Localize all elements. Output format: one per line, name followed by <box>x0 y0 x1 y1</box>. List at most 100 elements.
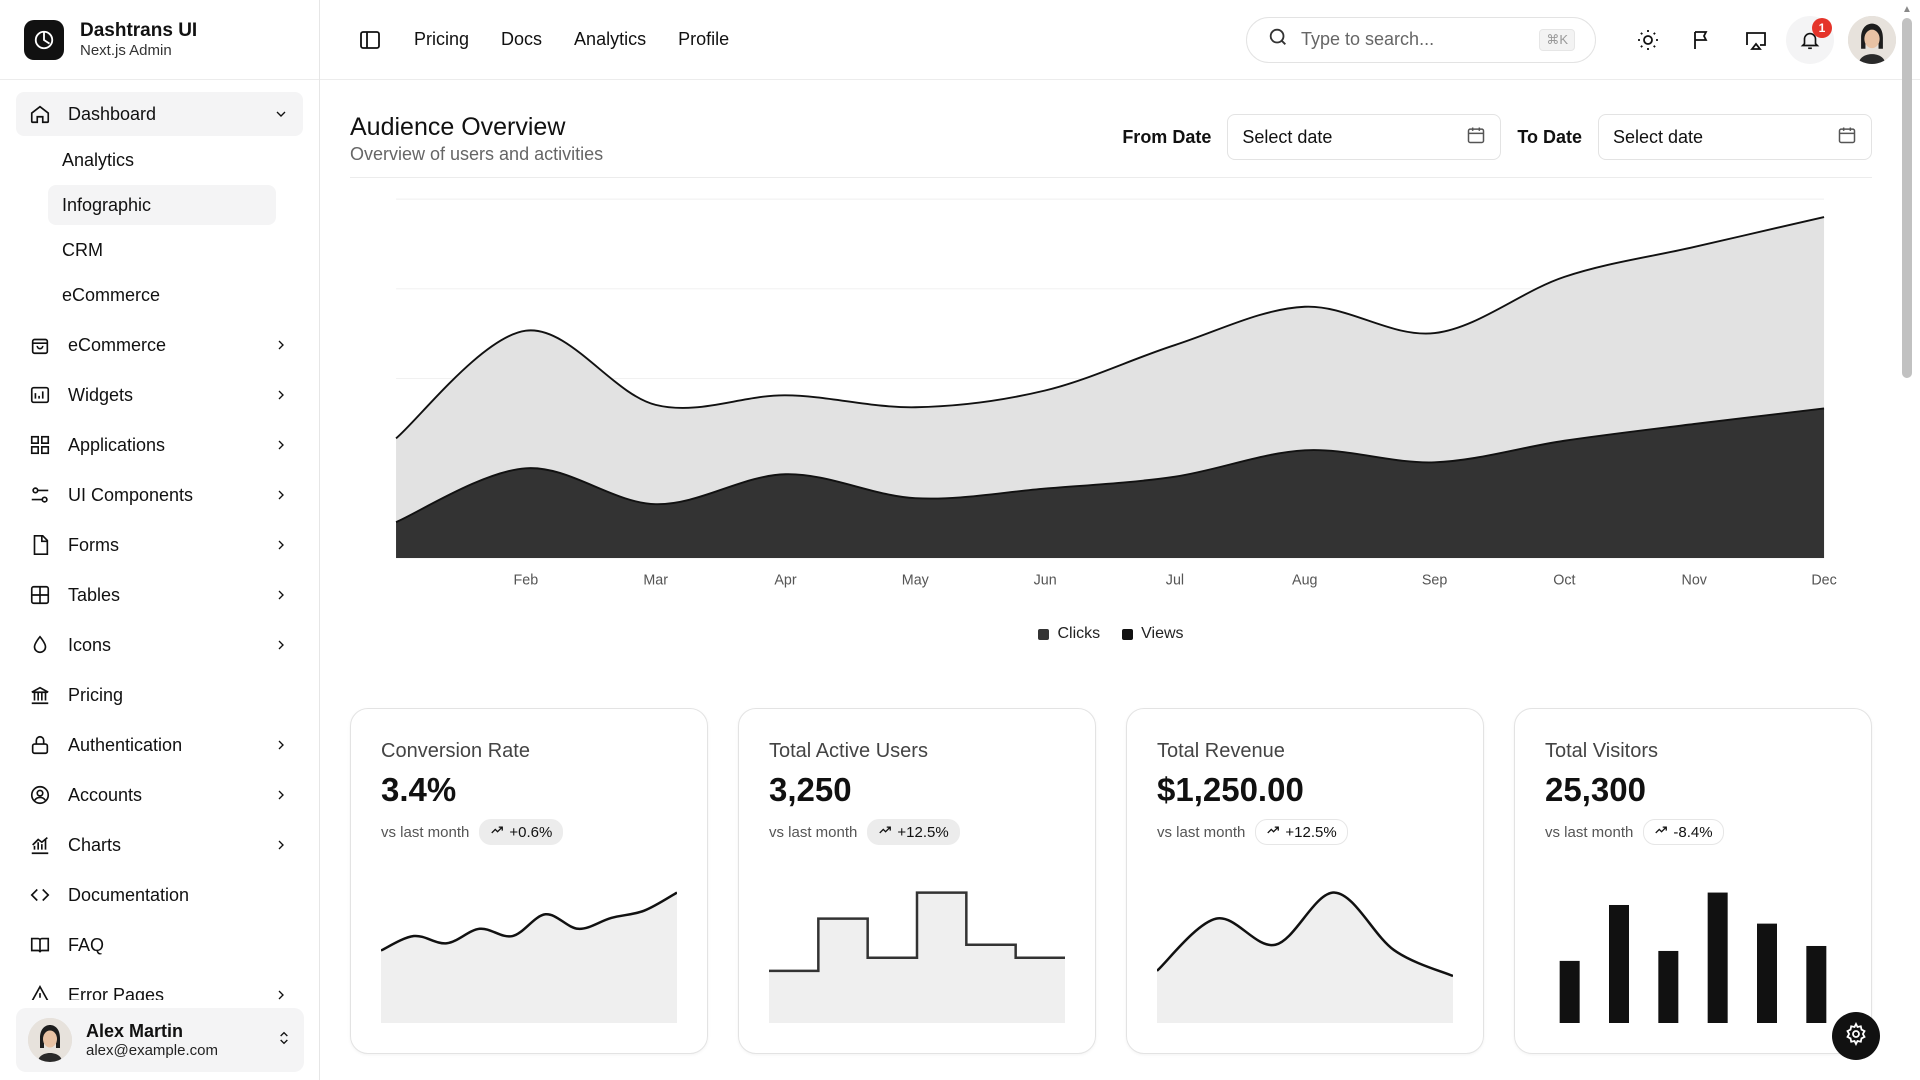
file-icon <box>28 533 52 557</box>
sidebar-item-charts[interactable]: Charts <box>16 823 303 867</box>
chevron-up-down-icon <box>276 1030 292 1051</box>
x-tick-label: May <box>902 573 930 589</box>
sidebar-item-icons[interactable]: Icons <box>16 623 303 667</box>
bar[interactable] <box>1609 904 1629 1023</box>
overview-header: Audience Overview Overview of users and … <box>350 80 1872 178</box>
legend-label: Clicks <box>1057 625 1101 642</box>
sidebar-subitem-analytics[interactable]: Analytics <box>62 149 135 170</box>
legend-item-clicks[interactable]: Clicks <box>1038 625 1100 643</box>
sidebar-item-documentation[interactable]: Documentation <box>16 873 303 917</box>
sidebar-item-label: Dashboard <box>68 103 157 124</box>
card-value: $1,250.00 <box>1157 771 1304 808</box>
sidebar-item-ui-components[interactable]: UI Components <box>16 473 303 517</box>
x-tick-label: Jul <box>1166 573 1184 589</box>
sidebar-item-error-pages[interactable]: Error Pages <box>16 973 303 1000</box>
bar[interactable] <box>1559 960 1580 1023</box>
stat-cards: Conversion Rate 3.4% vs last month +0.6% Tot… <box>350 708 1872 1054</box>
chevron-right-icon <box>271 835 291 855</box>
area-series-views[interactable] <box>396 408 1825 558</box>
compare-label: vs last month <box>1545 823 1634 841</box>
nav-link-pricing[interactable]: Pricing <box>414 29 470 49</box>
sidebar-item-label: Tables <box>68 584 121 605</box>
delta-badge: +12.5% <box>867 819 960 845</box>
nav-link-analytics[interactable]: Analytics <box>574 29 647 49</box>
line-series-views <box>395 407 1825 523</box>
card-value: 3,250 <box>769 771 852 808</box>
droplet-icon <box>28 633 52 657</box>
sidebar-subitem-infographic[interactable]: Infographic <box>48 185 276 225</box>
step-line <box>769 891 1065 973</box>
sidebar-subitem-ecommerce[interactable]: eCommerce <box>62 284 161 305</box>
sidebar-item-label: Widgets <box>68 384 134 405</box>
user-menu[interactable]: Alex Martin alex@example.com <box>16 1008 304 1072</box>
sidebar-item-authentication[interactable]: Authentication <box>16 723 303 767</box>
x-tick-label: Feb <box>514 573 539 589</box>
stat-card[interactable]: Total Revenue $1,250.00 vs last month +12.5… <box>1126 708 1484 1054</box>
sidebar-toggle-icon[interactable] <box>356 26 384 54</box>
sidebar-item-faq[interactable]: FAQ <box>16 923 303 967</box>
compare-label: vs last month <box>381 823 470 841</box>
sidebar-item-widgets[interactable]: Widgets <box>16 373 303 417</box>
from-date-label: From Date <box>1122 126 1212 147</box>
audience-area-chart: Feb Mar Apr May Jun Jul Aug Sep Oct Nov Dec <box>395 198 1837 589</box>
flag-icon[interactable] <box>1678 16 1726 64</box>
nav-link-profile[interactable]: Profile <box>678 29 730 49</box>
grid-icon <box>28 433 52 457</box>
bell-icon[interactable]: 1 <box>1786 15 1834 64</box>
sidebar-item-label: FAQ <box>68 934 105 955</box>
sidebar-item-tables[interactable]: Tables <box>16 573 303 617</box>
cast-icon[interactable] <box>1732 16 1780 64</box>
delta-value: +0.6% <box>509 823 553 841</box>
chevron-right-icon <box>271 735 291 755</box>
settings-fab[interactable] <box>1832 1012 1880 1060</box>
x-tick-label: Mar <box>643 573 668 589</box>
sidebar-item-pricing[interactable]: Pricing <box>16 673 303 717</box>
chevron-right-icon <box>271 985 291 1000</box>
sidebar: Dashtrans UI Next.js Admin Dashboard Ana… <box>0 0 320 1080</box>
brand[interactable]: Dashtrans UI Next.js Admin <box>0 0 319 80</box>
to-date-picker[interactable]: Select date <box>1598 114 1872 160</box>
sidebar-item-ecommerce[interactable]: eCommerce <box>16 323 303 367</box>
chevron-right-icon <box>271 785 291 805</box>
card-title: Total Visitors <box>1545 740 1659 762</box>
nav-link-docs[interactable]: Docs <box>501 29 543 49</box>
bar[interactable] <box>1707 892 1728 1023</box>
sidebar-item-label: Authentication <box>68 734 183 755</box>
user-circle-icon <box>28 783 52 807</box>
search-input[interactable]: Type to search... ⌘K <box>1246 16 1596 63</box>
sidebar-item-label: Documentation <box>68 884 190 905</box>
delta-badge: -8.4% <box>1643 819 1724 845</box>
sun-icon[interactable] <box>1624 16 1672 64</box>
stat-card[interactable]: Total Active Users 3,250 vs last month +12.… <box>738 708 1096 1054</box>
scrollbar-thumb[interactable] <box>1902 18 1912 378</box>
scroll-up-arrow[interactable]: ▲ <box>1902 4 1912 15</box>
search-placeholder: Type to search... <box>1301 29 1435 49</box>
sidebar-item-dashboard[interactable]: Dashboard <box>16 92 303 136</box>
trend-up-icon <box>1266 823 1280 841</box>
chevron-right-icon <box>271 335 291 355</box>
chevron-right-icon <box>271 435 291 455</box>
calendar-icon <box>1466 125 1486 150</box>
bar[interactable] <box>1658 950 1679 1023</box>
sidebar-subitem-crm[interactable]: CRM <box>62 239 103 260</box>
lock-icon <box>28 733 52 757</box>
legend-item-views[interactable]: Views <box>1122 625 1184 643</box>
sidebar-item-forms[interactable]: Forms <box>16 523 303 567</box>
stat-card[interactable]: Total Visitors 25,300 vs last month -8.4% <box>1514 708 1872 1054</box>
delta-badge: +0.6% <box>479 819 564 845</box>
x-tick-label: Jun <box>1034 573 1057 589</box>
sidebar-item-accounts[interactable]: Accounts <box>16 773 303 817</box>
header-avatar[interactable] <box>1848 15 1896 64</box>
search-shortcut: ⌘K <box>1539 28 1575 51</box>
page-title: Audience Overview <box>350 113 566 141</box>
card-title: Total Active Users <box>769 740 928 762</box>
from-date-value: Select date <box>1242 126 1333 147</box>
from-date-picker[interactable]: Select date <box>1227 114 1502 160</box>
sidebar-item-label: UI Components <box>68 484 194 505</box>
stat-card[interactable]: Conversion Rate 3.4% vs last month +0.6% <box>350 708 708 1054</box>
card-title: Total Revenue <box>1157 740 1285 762</box>
bar[interactable] <box>1806 945 1827 1023</box>
bar[interactable] <box>1757 923 1777 1023</box>
brand-title: Dashtrans UI <box>80 19 198 41</box>
sidebar-item-applications[interactable]: Applications <box>16 423 303 467</box>
